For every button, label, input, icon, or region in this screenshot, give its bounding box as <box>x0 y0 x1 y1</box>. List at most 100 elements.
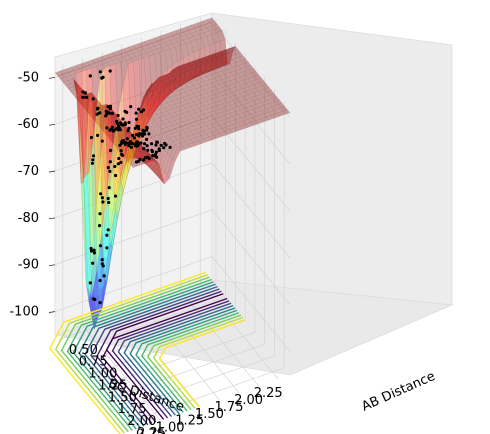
surface-facet <box>203 136 212 143</box>
surface-facet <box>120 151 129 191</box>
surface-facet <box>112 58 121 65</box>
surface-facet <box>192 107 202 114</box>
surface-facet <box>130 154 139 160</box>
surface-facet <box>158 172 168 182</box>
surface-facet <box>109 170 118 198</box>
surface-facet <box>234 76 244 83</box>
surface-facet <box>211 72 220 79</box>
trajectory-point <box>121 123 125 127</box>
surface-facet <box>112 205 121 249</box>
surface-facet <box>281 109 291 115</box>
surface-facet <box>185 24 195 31</box>
surface-facet <box>242 78 252 84</box>
surface-facet <box>245 89 254 95</box>
surface-facet <box>112 184 121 213</box>
trajectory-point <box>92 248 96 252</box>
surface-facet <box>172 60 181 90</box>
surface-facet <box>245 73 254 79</box>
surface-facet <box>258 113 267 119</box>
surface-facet <box>187 142 197 148</box>
x-axis-label: AB Distance <box>360 369 438 415</box>
surface-facet <box>75 63 85 69</box>
surface-facet <box>234 109 244 115</box>
surface-facet <box>148 86 158 93</box>
surface-facet <box>190 39 200 53</box>
surface-facet <box>250 112 259 118</box>
surface-facet <box>148 160 157 170</box>
surface-facet <box>143 96 152 123</box>
surface-facet <box>143 47 153 54</box>
contour-line <box>158 319 245 408</box>
surface-facet <box>99 59 108 65</box>
surface-facet <box>122 46 132 53</box>
surface-facet <box>195 119 205 125</box>
surface-facet <box>208 61 218 67</box>
surface-facet <box>200 133 210 140</box>
z-tick <box>48 311 56 313</box>
surface-facet <box>107 232 116 282</box>
surface-facet <box>117 56 126 63</box>
trajectory-point <box>125 110 129 114</box>
surface-facet <box>156 161 165 185</box>
surface-facet <box>127 44 137 51</box>
surface-facet <box>67 70 77 76</box>
surface-facet <box>198 47 207 75</box>
surface-facet <box>198 97 207 104</box>
surface-facet <box>182 69 192 85</box>
surface-facet <box>211 113 220 120</box>
surface-facet <box>151 89 160 96</box>
surface-facet <box>179 108 189 114</box>
surface-facet <box>253 115 262 121</box>
surface-facet <box>237 79 247 86</box>
surface-facet <box>167 64 176 94</box>
surface-facet <box>247 76 257 82</box>
surface-facet <box>182 86 192 93</box>
surface-facet <box>146 103 155 126</box>
surface-facet <box>260 116 270 123</box>
surface-facet <box>146 42 155 49</box>
surface-facet <box>195 61 205 68</box>
surface-facet <box>245 97 254 104</box>
surface-facet <box>54 70 64 77</box>
surface-facet <box>99 143 108 229</box>
trajectory-point <box>106 196 110 201</box>
surface-facet <box>185 98 194 104</box>
surface-facet <box>177 121 186 127</box>
trajectory-point <box>155 140 159 144</box>
trajectory-point <box>109 148 113 153</box>
surface-facet <box>62 80 71 86</box>
z-tick-label: -100 <box>9 305 39 320</box>
surface-facet <box>219 57 228 64</box>
surface-facet <box>219 65 228 72</box>
surface-facet <box>80 87 90 147</box>
surface-facet <box>153 84 163 91</box>
surface-facet <box>156 128 165 145</box>
surface-facet <box>91 65 100 132</box>
surface-facet <box>143 55 152 97</box>
surface-facet <box>172 75 181 93</box>
surface-facet <box>250 120 259 126</box>
surface-facet <box>195 70 205 76</box>
surface-facet <box>206 115 215 121</box>
surface-facet <box>182 78 192 85</box>
surface-facet <box>164 121 173 128</box>
contour-line <box>60 276 210 433</box>
surface-facet <box>86 59 95 66</box>
surface-facet <box>161 152 170 173</box>
surface-facet <box>214 59 223 66</box>
surface-facet <box>99 257 108 291</box>
surface-facet <box>153 92 163 99</box>
surface-facet <box>216 62 226 69</box>
surface-facet <box>158 115 168 122</box>
surface-facet <box>222 63 231 67</box>
surface-facet <box>253 98 262 105</box>
trajectory-point <box>131 133 135 138</box>
surface-facet <box>167 79 176 98</box>
surface-facet <box>203 112 212 118</box>
surface-facet <box>187 68 197 75</box>
surface-facet <box>159 82 168 89</box>
surface-facet <box>148 111 158 117</box>
surface-facet <box>198 114 207 120</box>
surface-facet <box>172 41 181 48</box>
trajectory-point <box>102 274 106 278</box>
